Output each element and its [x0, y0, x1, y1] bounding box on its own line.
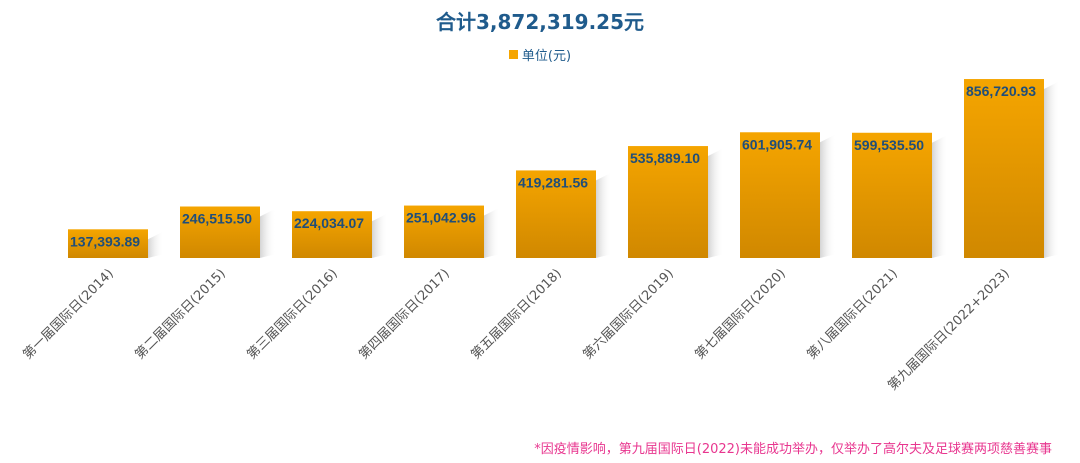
category-label: 第一届国际日(2014): [20, 266, 116, 362]
bar-value-label: 535,889.10: [630, 150, 700, 166]
legend-label: 单位(元): [521, 49, 572, 64]
category-label: 第七届国际日(2020): [692, 266, 788, 362]
bar: [740, 132, 820, 258]
bar-shadow: [260, 208, 276, 258]
chart-title: 合计3,872,319.25元: [435, 10, 645, 34]
bar-shadow: [820, 134, 836, 258]
bar: [180, 206, 260, 258]
category-label: 第九届国际日(2022+2023): [885, 266, 1012, 393]
bar: [404, 205, 484, 258]
bar-value-label: 246,515.50: [182, 211, 252, 227]
bar-value-label: 224,034.07: [294, 215, 364, 231]
bar-value-label: 251,042.96: [406, 210, 476, 226]
legend-swatch: [508, 50, 518, 59]
bar: [516, 170, 596, 258]
bar-shadow: [484, 207, 500, 258]
bar: [964, 79, 1044, 258]
bar-shadow: [708, 148, 724, 258]
category-label: 第八届国际日(2021): [804, 266, 900, 362]
bar-value-label: 599,535.50: [854, 137, 924, 153]
bar-value-label: 419,281.56: [518, 174, 588, 190]
bar: [628, 146, 708, 258]
legend: 单位(元): [0, 45, 1080, 64]
bar-value-label: 137,393.89: [70, 233, 140, 249]
bar-shadow: [596, 172, 612, 258]
bar-value-label: 601,905.74: [742, 136, 812, 152]
category-label: 第六届国际日(2019): [580, 266, 676, 362]
category-label: 第四届国际日(2017): [356, 266, 452, 362]
bar-shadow: [148, 231, 164, 258]
bar-value-label: 856,720.93: [966, 83, 1036, 99]
bar-shadow: [372, 213, 388, 258]
bar: [852, 132, 932, 258]
bar: [292, 211, 372, 258]
bar-shadow: [1044, 81, 1060, 258]
category-label: 第三届国际日(2016): [244, 266, 340, 362]
bar: [68, 229, 148, 258]
footnote: *因疫情影响，第九届国际日(2022)未能成功举办，仅举办了高尔夫及足球赛两项慈…: [534, 442, 1052, 457]
bar-shadow: [932, 134, 948, 258]
category-label: 第五届国际日(2018): [468, 266, 564, 362]
category-label: 第二届国际日(2015): [132, 266, 228, 362]
